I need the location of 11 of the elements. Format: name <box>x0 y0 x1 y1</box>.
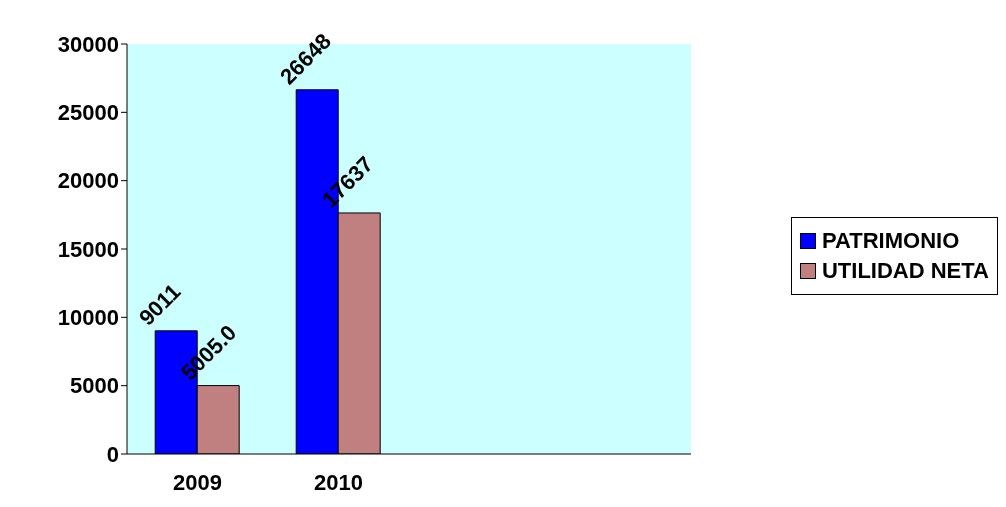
y-tick-label: 0 <box>106 441 119 467</box>
y-tick-label: 10000 <box>57 305 119 331</box>
y-tick-label: 25000 <box>57 100 119 126</box>
y-tick-label: 30000 <box>57 31 119 57</box>
y-tick-label: 20000 <box>57 168 119 194</box>
y-tick-label: 15000 <box>57 236 119 262</box>
x-tick-label: 2009 <box>173 469 222 495</box>
legend-label: UTILIDAD NETA <box>820 257 989 284</box>
x-tick-label: 2010 <box>314 469 363 495</box>
legend-label: PATRIMONIO <box>820 227 961 254</box>
y-tick-label: 5000 <box>70 373 119 399</box>
